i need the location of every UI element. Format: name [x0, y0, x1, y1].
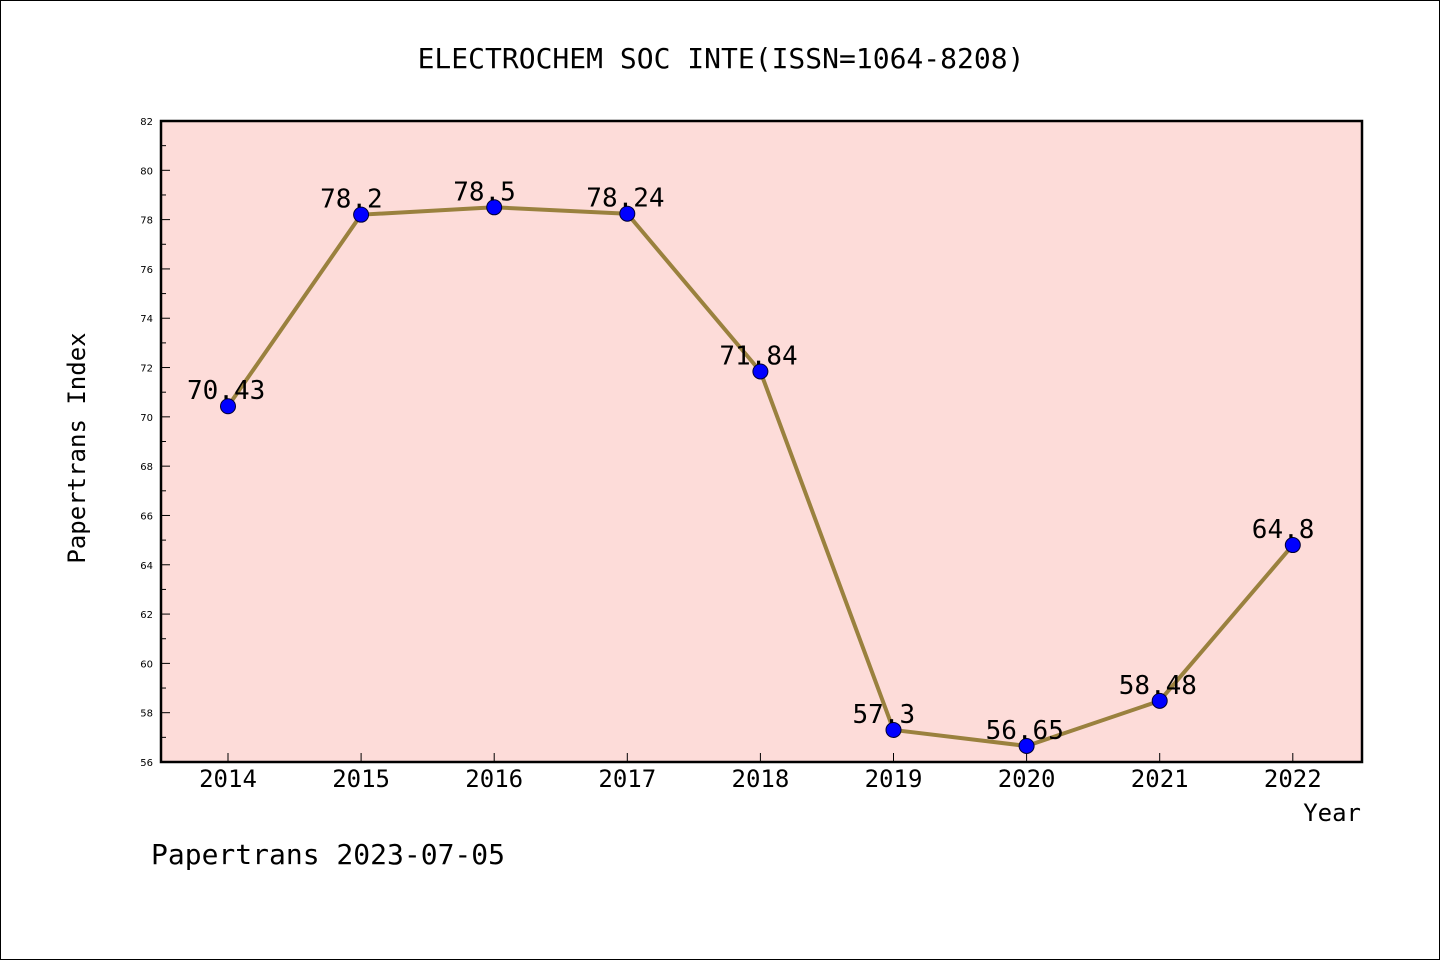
x-tick-label: 2015 — [332, 765, 390, 793]
data-point-label: 70.43 — [187, 376, 265, 406]
data-point-label: 56.65 — [986, 716, 1064, 746]
y-tick-label: 68 — [140, 462, 153, 473]
y-tick-label: 60 — [140, 659, 153, 670]
y-tick-label: 80 — [140, 166, 153, 177]
plot-area — [161, 121, 1362, 762]
data-point-marker — [1284, 537, 1301, 554]
y-tick-label: 66 — [140, 511, 153, 522]
y-tick-label: 62 — [140, 610, 153, 621]
data-point-label: 57.3 — [853, 700, 916, 730]
data-point-marker — [885, 721, 902, 738]
y-tick-label: 70 — [140, 413, 153, 424]
data-point-marker — [752, 363, 769, 380]
data-point-marker — [1018, 737, 1035, 754]
x-tick-label: 2019 — [865, 765, 923, 793]
data-point-label: 78.24 — [586, 184, 664, 214]
data-point-label: 71.84 — [719, 341, 797, 371]
footer-date: Papertrans 2023-07-05 — [151, 838, 505, 871]
data-point-label: 78.2 — [320, 185, 383, 215]
data-labels: 70.43 78.2 78.5 78.24 71.84 57.3 56.65 58.48 64.… — [187, 177, 1314, 746]
y-tick-label: 58 — [140, 709, 153, 720]
y-tick-label: 78 — [140, 216, 153, 227]
x-axis-title: Year — [1303, 799, 1361, 827]
data-point-label: 78.5 — [453, 177, 516, 207]
y-tick-label: 82 — [140, 117, 153, 128]
x-tick-label: 2016 — [465, 765, 523, 793]
y-tick-label: 74 — [140, 314, 153, 325]
x-tick-label: 2020 — [998, 765, 1056, 793]
x-tick-label: 2018 — [732, 765, 790, 793]
x-tick-label: 2017 — [598, 765, 656, 793]
plot-border — [159, 119, 1364, 764]
series-markers — [220, 199, 1301, 754]
x-tick-label: 2022 — [1264, 765, 1322, 793]
data-point-marker — [353, 206, 370, 223]
x-axis-ticks: 2014 2015 2016 2017 2018 2019 2020 2021 2022 — [199, 753, 1322, 793]
data-point-marker — [619, 205, 636, 222]
y-axis-title: Papertrans Index — [63, 332, 91, 563]
data-point-marker — [220, 398, 236, 415]
y-tick-label: 56 — [140, 758, 153, 769]
y-tick-label: 72 — [140, 364, 153, 375]
data-point-marker — [486, 199, 503, 216]
y-tick-label: 64 — [140, 561, 153, 572]
data-point-label: 64.8 — [1252, 515, 1315, 545]
y-tick-label: 76 — [140, 265, 153, 276]
data-point-label: 58.48 — [1119, 671, 1197, 701]
data-point-marker — [1151, 692, 1168, 709]
chart-title: ELECTROCHEM SOC INTE(ISSN=1064-8208) — [418, 42, 1025, 75]
y-axis-ticks: 56 58 60 62 64 66 68 70 72 74 76 78 80 82 — [140, 117, 170, 769]
x-tick-label: 2021 — [1131, 765, 1189, 793]
x-tick-label: 2014 — [199, 765, 257, 793]
